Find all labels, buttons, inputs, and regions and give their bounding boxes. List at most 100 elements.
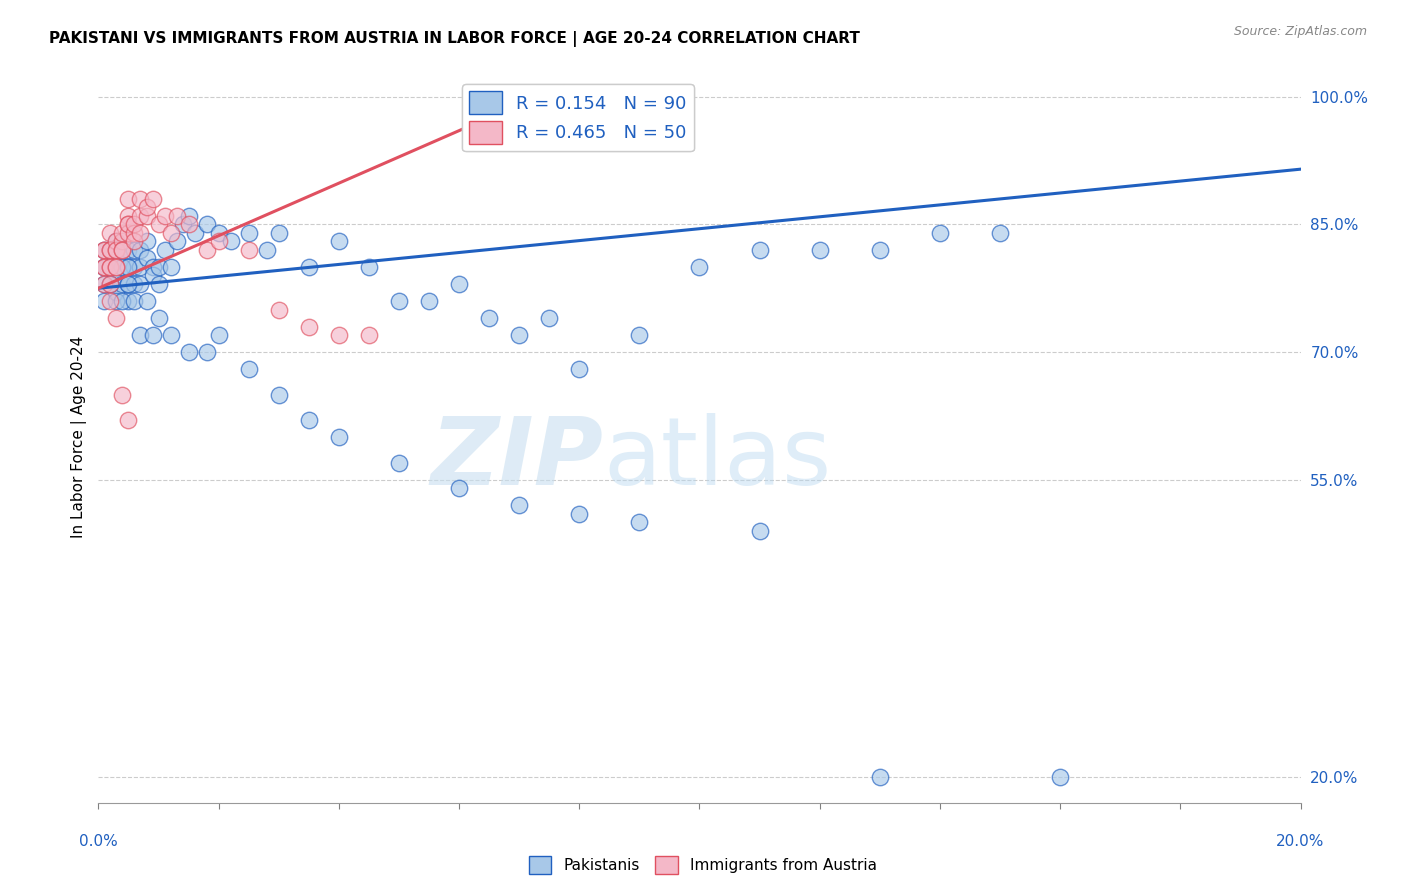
Point	[388, 293, 411, 308]
Point	[159, 226, 181, 240]
Point	[238, 226, 260, 240]
Point	[183, 226, 205, 240]
Text: 20.0%: 20.0%	[1277, 834, 1324, 849]
Point	[141, 328, 163, 343]
Point	[100, 293, 122, 308]
Point	[208, 226, 231, 240]
Point	[93, 243, 115, 257]
Point	[568, 507, 591, 521]
Point	[100, 260, 122, 274]
Point	[93, 260, 115, 274]
Point	[478, 311, 501, 326]
Point	[117, 192, 139, 206]
Point	[111, 243, 134, 257]
Point	[93, 277, 115, 291]
Point	[105, 285, 128, 300]
Point	[100, 260, 122, 274]
Point	[124, 226, 146, 240]
Point	[628, 328, 651, 343]
Point	[93, 293, 115, 308]
Point	[195, 345, 218, 359]
Point	[148, 218, 170, 232]
Text: ZIP: ZIP	[430, 413, 603, 505]
Point	[166, 209, 188, 223]
Point	[148, 260, 170, 274]
Point	[238, 362, 260, 376]
Point	[508, 498, 530, 512]
Point	[129, 243, 152, 257]
Point	[117, 226, 139, 240]
Point	[748, 524, 770, 538]
Point	[117, 260, 139, 274]
Point	[111, 387, 134, 401]
Point	[105, 235, 128, 249]
Point	[267, 226, 290, 240]
Legend: R = 0.154   N = 90, R = 0.465   N = 50: R = 0.154 N = 90, R = 0.465 N = 50	[463, 84, 693, 152]
Point	[267, 302, 290, 317]
Point	[100, 243, 122, 257]
Point	[129, 192, 152, 206]
Point	[117, 218, 139, 232]
Point	[129, 226, 152, 240]
Point	[298, 319, 321, 334]
Point	[869, 243, 891, 257]
Point	[689, 260, 711, 274]
Point	[105, 293, 128, 308]
Point	[129, 328, 152, 343]
Point	[208, 235, 231, 249]
Point	[117, 243, 139, 257]
Point	[111, 277, 134, 291]
Point	[177, 345, 200, 359]
Point	[357, 260, 380, 274]
Point	[177, 209, 200, 223]
Point	[195, 218, 218, 232]
Point	[135, 201, 157, 215]
Point	[508, 328, 530, 343]
Point	[117, 413, 139, 427]
Legend: Pakistanis, Immigrants from Austria: Pakistanis, Immigrants from Austria	[523, 850, 883, 880]
Point	[988, 226, 1011, 240]
Point	[267, 387, 290, 401]
Point	[105, 311, 128, 326]
Point	[105, 260, 128, 274]
Point	[129, 277, 152, 291]
Point	[328, 430, 350, 444]
Point	[93, 260, 115, 274]
Point	[568, 362, 591, 376]
Point	[105, 252, 128, 266]
Point	[238, 243, 260, 257]
Point	[100, 226, 122, 240]
Point	[129, 260, 152, 274]
Point	[135, 209, 157, 223]
Point	[117, 209, 139, 223]
Point	[100, 243, 122, 257]
Point	[100, 243, 122, 257]
Point	[111, 226, 134, 240]
Point	[93, 260, 115, 274]
Point	[111, 260, 134, 274]
Point	[117, 293, 139, 308]
Text: PAKISTANI VS IMMIGRANTS FROM AUSTRIA IN LABOR FORCE | AGE 20-24 CORRELATION CHAR: PAKISTANI VS IMMIGRANTS FROM AUSTRIA IN …	[49, 31, 860, 47]
Point	[141, 192, 163, 206]
Point	[124, 293, 146, 308]
Point	[195, 243, 218, 257]
Point	[124, 235, 146, 249]
Point	[93, 277, 115, 291]
Point	[538, 311, 561, 326]
Point	[148, 277, 170, 291]
Point	[141, 260, 163, 274]
Point	[1049, 770, 1071, 784]
Point	[148, 311, 170, 326]
Point	[100, 277, 122, 291]
Point	[748, 243, 770, 257]
Point	[117, 260, 139, 274]
Point	[93, 260, 115, 274]
Text: 0.0%: 0.0%	[79, 834, 118, 849]
Point	[124, 277, 146, 291]
Point	[447, 481, 470, 495]
Point	[124, 260, 146, 274]
Point	[93, 243, 115, 257]
Y-axis label: In Labor Force | Age 20-24: In Labor Force | Age 20-24	[72, 336, 87, 538]
Point	[124, 243, 146, 257]
Point	[628, 515, 651, 529]
